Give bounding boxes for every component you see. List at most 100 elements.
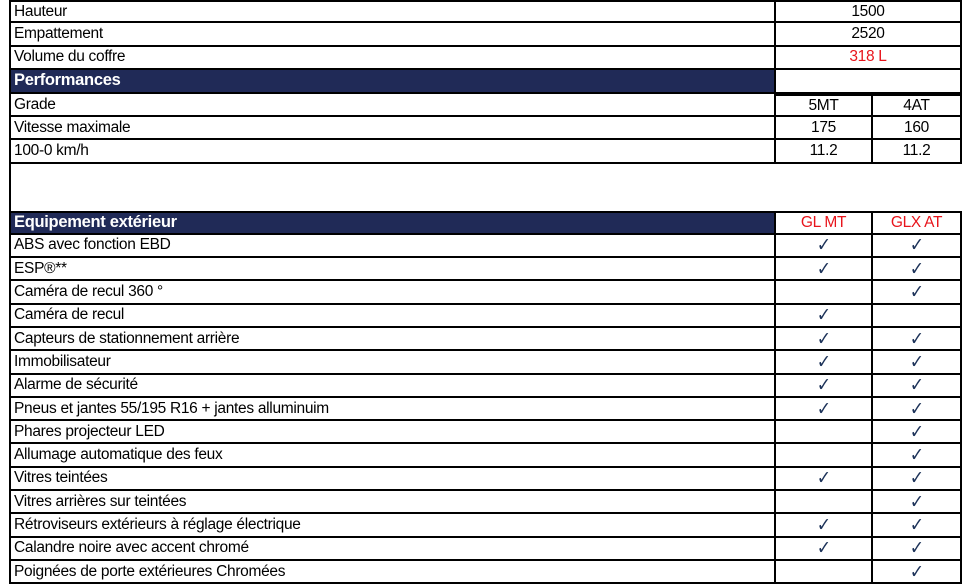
row-label: Volume du coffre — [9, 46, 774, 70]
value-5mt: 5MT — [774, 93, 871, 118]
checkmark-icon: ✓ — [816, 374, 831, 397]
row-label: Immobilisateur — [9, 351, 774, 375]
glx-at-cell: ✓ — [871, 281, 962, 305]
row-value: 2520 — [774, 23, 962, 47]
value-4at: 11.2 — [871, 140, 962, 164]
glx-at-cell: ✓ — [871, 560, 962, 584]
table-row: Empattement 2520 — [9, 23, 962, 47]
glx-at-cell: ✓ — [871, 444, 962, 468]
row-label: Empattement — [9, 23, 774, 47]
table-row: Vitres teintées ✓ ✓ — [9, 467, 962, 492]
performances-header-row: Performances — [9, 69, 962, 94]
row-label: Pneus et jantes 55/195 R16 + jantes allu… — [9, 397, 774, 422]
checkmark-icon: ✓ — [909, 234, 924, 257]
checkmark-icon: ✓ — [816, 514, 831, 536]
performances-section: Grade 5MT 4AT Vitesse maximale 175 160 100-0 k… — [9, 93, 962, 164]
checkmark-icon: ✓ — [909, 537, 924, 560]
glx-at-cell: ✓ — [871, 374, 962, 398]
gl-mt-cell — [774, 421, 871, 445]
glx-at-cell: ✓ — [871, 421, 962, 445]
value-5mt: 11.2 — [774, 140, 871, 164]
table-row: Rétroviseurs extérieurs à réglage électr… — [9, 514, 962, 538]
row-value: 318 L — [774, 46, 962, 70]
table-row: Vitesse maximale 175 160 — [9, 117, 962, 141]
column-header-glx-at: GLX AT — [871, 210, 962, 235]
glx-at-cell: ✓ — [871, 537, 962, 561]
checkmark-icon: ✓ — [816, 234, 831, 257]
row-label: Hauteur — [9, 0, 774, 24]
table-row: Vitres arrières sur teintées ✓ — [9, 491, 962, 515]
column-header-gl-mt: GL MT — [774, 210, 871, 235]
checkmark-icon: ✓ — [909, 491, 924, 513]
glx-at-cell: ✓ — [871, 258, 962, 282]
gl-mt-cell: ✓ — [774, 304, 871, 328]
gl-mt-cell — [774, 444, 871, 468]
checkmark-icon: ✓ — [816, 258, 831, 280]
value-4at: 160 — [871, 117, 962, 141]
checkmark-icon: ✓ — [909, 281, 924, 304]
row-label: Alarme de sécurité — [9, 374, 774, 398]
row-label: Capteurs de stationnement arrière — [9, 327, 774, 352]
row-label: Caméra de recul — [9, 304, 774, 328]
checkmark-icon: ✓ — [909, 397, 924, 420]
section-title: Performances — [9, 69, 774, 94]
table-row: Hauteur 1500 — [9, 0, 962, 24]
value-4at: 4AT — [871, 93, 962, 118]
row-label: ABS avec fonction EBD — [9, 234, 774, 259]
row-label: Vitres arrières sur teintées — [9, 491, 774, 515]
glx-at-cell: ✓ — [871, 467, 962, 492]
glx-at-cell: ✓ — [871, 514, 962, 538]
dimensions-section: Hauteur 1500 Empattement 2520 Volume du coff… — [9, 0, 962, 70]
checkmark-icon: ✓ — [909, 327, 924, 350]
row-label: Rétroviseurs extérieurs à réglage électr… — [9, 514, 774, 538]
glx-at-cell — [871, 304, 962, 328]
checkmark-icon: ✓ — [909, 560, 924, 583]
row-label: 100-0 km/h — [9, 140, 774, 164]
glx-at-cell: ✓ — [871, 327, 962, 352]
gl-mt-cell: ✓ — [774, 351, 871, 375]
table-row: Allumage automatique des feux ✓ — [9, 444, 962, 468]
checkmark-icon: ✓ — [816, 304, 831, 327]
gl-mt-cell: ✓ — [774, 234, 871, 259]
row-value: 1500 — [774, 0, 962, 24]
gl-mt-cell: ✓ — [774, 397, 871, 422]
gl-mt-cell: ✓ — [774, 467, 871, 492]
gl-mt-cell: ✓ — [774, 327, 871, 352]
table-row: Calandre noire avec accent chromé ✓ ✓ — [9, 537, 962, 561]
checkmark-icon: ✓ — [909, 351, 924, 373]
table-row: Alarme de sécurité ✓ ✓ — [9, 374, 962, 398]
row-label: Vitres teintées — [9, 467, 774, 492]
section-title: Equipement extérieur — [9, 210, 774, 235]
empty-cell — [774, 69, 962, 94]
gl-mt-cell: ✓ — [774, 514, 871, 538]
row-label: Poignées de porte extérieures Chromées — [9, 560, 774, 584]
gl-mt-cell: ✓ — [774, 258, 871, 282]
glx-at-cell: ✓ — [871, 351, 962, 375]
checkmark-icon: ✓ — [909, 421, 924, 443]
checkmark-icon: ✓ — [816, 351, 831, 373]
table-row: ABS avec fonction EBD ✓ ✓ — [9, 234, 962, 259]
table-row: Capteurs de stationnement arrière ✓ ✓ — [9, 327, 962, 352]
checkmark-icon: ✓ — [909, 258, 924, 280]
checkmark-icon: ✓ — [909, 514, 924, 536]
table-row: Grade 5MT 4AT — [9, 93, 962, 118]
glx-at-cell: ✓ — [871, 397, 962, 422]
checkmark-icon: ✓ — [816, 397, 831, 420]
glx-at-cell: ✓ — [871, 491, 962, 515]
exterior-header-row: Equipement extérieur GL MT GLX AT — [9, 210, 962, 235]
table-row: 100-0 km/h 11.2 11.2 — [9, 140, 962, 164]
table-row: Caméra de recul ✓ — [9, 304, 962, 328]
checkmark-icon: ✓ — [816, 467, 831, 490]
exterior-section: ABS avec fonction EBD ✓ ✓ ESP®** ✓ ✓ Caméra de… — [9, 234, 962, 584]
spacer-row — [9, 163, 962, 211]
gl-mt-cell: ✓ — [774, 537, 871, 561]
gl-mt-cell — [774, 281, 871, 305]
row-label: Allumage automatique des feux — [9, 444, 774, 468]
checkmark-icon: ✓ — [816, 327, 831, 350]
row-label: Phares projecteur LED — [9, 421, 774, 445]
table-row: Poignées de porte extérieures Chromées ✓ — [9, 560, 962, 584]
checkmark-icon: ✓ — [816, 537, 831, 560]
table-row: Immobilisateur ✓ ✓ — [9, 351, 962, 375]
table-row: Pneus et jantes 55/195 R16 + jantes allu… — [9, 397, 962, 422]
gl-mt-cell — [774, 491, 871, 515]
